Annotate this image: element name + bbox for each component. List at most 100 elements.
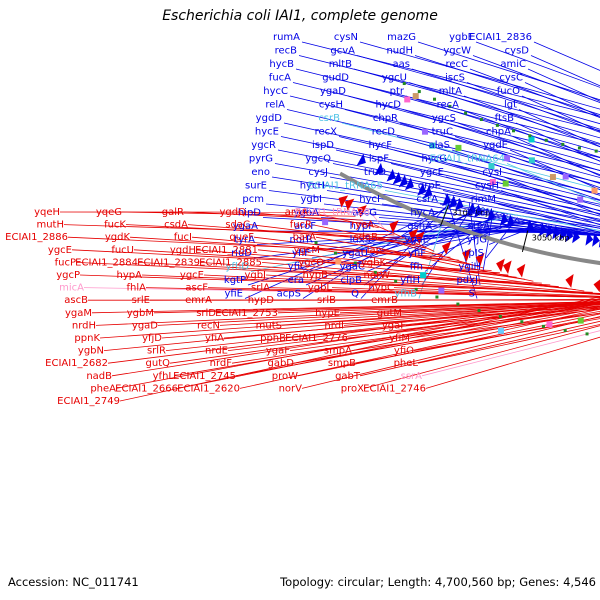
- gene-label: csrA: [416, 194, 438, 205]
- forward-gene: [386, 168, 396, 182]
- gene-label: nrdH: [72, 320, 96, 331]
- gene-label: queF: [229, 232, 254, 243]
- leader-line: [308, 214, 508, 272]
- tick-dot: [512, 129, 516, 133]
- leader-line: [283, 122, 600, 195]
- leader-line: [239, 308, 600, 389]
- feature-block: [591, 187, 598, 194]
- leader-line: [366, 212, 504, 272]
- tick-dot: [477, 309, 481, 313]
- leader-line: [298, 55, 600, 131]
- gene-label: truD: [364, 167, 386, 178]
- gene-label: mazG: [387, 32, 416, 43]
- reverse-gene: [408, 228, 419, 242]
- forward-gene: [506, 214, 515, 228]
- leader-line: [277, 149, 600, 214]
- leader-line: [250, 215, 513, 272]
- tick-dot: [402, 82, 406, 86]
- gene-label: fucP: [55, 257, 76, 268]
- forward-gene: [558, 227, 567, 241]
- gene-label: nudH: [386, 46, 413, 57]
- leader-line: [305, 206, 484, 286]
- forward-gene: [585, 231, 594, 246]
- gene-label: hycH: [300, 181, 325, 192]
- gene-label: ECIAI1_2839: [137, 257, 200, 268]
- leader-line: [377, 236, 484, 269]
- gene-label: hycA: [410, 208, 435, 219]
- gene-label: recN: [197, 320, 220, 331]
- gene-label: norW: [364, 270, 391, 281]
- reverse-gene: [462, 248, 472, 262]
- leader-line: [315, 236, 476, 266]
- leader-line: [245, 211, 372, 225]
- tick-dot: [448, 104, 452, 108]
- reverse-gene: [593, 279, 600, 293]
- leader-line: [417, 41, 600, 101]
- gene-label: chpA: [486, 127, 511, 138]
- gene-label: ygaF: [382, 320, 406, 331]
- gene-label: ECIAI1_2884: [75, 257, 138, 268]
- leader-line: [99, 302, 600, 339]
- gene-label: csrB: [318, 113, 340, 124]
- leader-line: [215, 301, 600, 314]
- forward-gene: [467, 202, 477, 216]
- feature-block: [502, 180, 509, 187]
- leader-line: [347, 308, 600, 339]
- gene-label: mutS: [256, 320, 282, 331]
- tick-dot: [585, 332, 589, 336]
- leader-line: [301, 316, 600, 389]
- leader-line: [95, 302, 600, 326]
- gene-label: ascG: [352, 208, 377, 219]
- leader-line: [397, 299, 600, 301]
- leader-line: [469, 68, 600, 118]
- gene-label: ygdK: [105, 232, 131, 243]
- gene-label: emrB: [371, 295, 398, 306]
- gene-label: ygcQ: [305, 154, 331, 165]
- gene-label: ygcE: [420, 167, 444, 178]
- leader-line: [411, 68, 600, 130]
- tick-dot: [563, 328, 567, 332]
- feature-block: [488, 162, 495, 169]
- leader-line: [67, 236, 443, 255]
- leader-line: [307, 211, 379, 229]
- gene-label: nrdF: [210, 358, 233, 369]
- feature-block: [528, 136, 535, 143]
- leader-line: [332, 163, 600, 220]
- leader-line: [335, 149, 600, 211]
- tick-dot: [373, 270, 377, 274]
- gene-label: norR: [289, 235, 313, 246]
- gene-label: proW: [272, 371, 298, 382]
- leader-line: [503, 176, 600, 216]
- leader-line: [259, 230, 587, 234]
- gene-label: ygcO: [298, 257, 324, 268]
- gene-label: gshA: [407, 221, 432, 232]
- forward-gene: [392, 171, 402, 185]
- gene-label: hycC: [263, 86, 288, 97]
- gene-label: argA: [285, 207, 308, 218]
- gene-label: clpB: [341, 275, 363, 286]
- gene-label: eno: [251, 167, 270, 178]
- gene-label: rluD: [231, 248, 252, 259]
- gene-label: hycG: [421, 154, 447, 165]
- leader-line: [153, 301, 600, 314]
- leader-line: [280, 136, 600, 205]
- leader-line: [157, 302, 600, 326]
- leader-line: [387, 176, 600, 225]
- leader-line: [107, 300, 600, 364]
- gene-label: fucU: [111, 245, 134, 256]
- feature-block: [577, 317, 584, 324]
- reverse-gene: [496, 258, 505, 273]
- leader-line: [417, 324, 600, 364]
- forward-gene: [473, 204, 483, 218]
- leader-line: [384, 190, 600, 231]
- gene-label: srlB: [317, 295, 336, 306]
- leader-line: [402, 109, 600, 172]
- gene-label: ygbI: [300, 194, 322, 205]
- gene-label: fhlA: [127, 283, 147, 294]
- leader-line: [448, 163, 600, 212]
- gene-label: ygcW: [443, 46, 471, 57]
- gene-label: hypE: [315, 308, 340, 319]
- tick-dot: [394, 279, 398, 283]
